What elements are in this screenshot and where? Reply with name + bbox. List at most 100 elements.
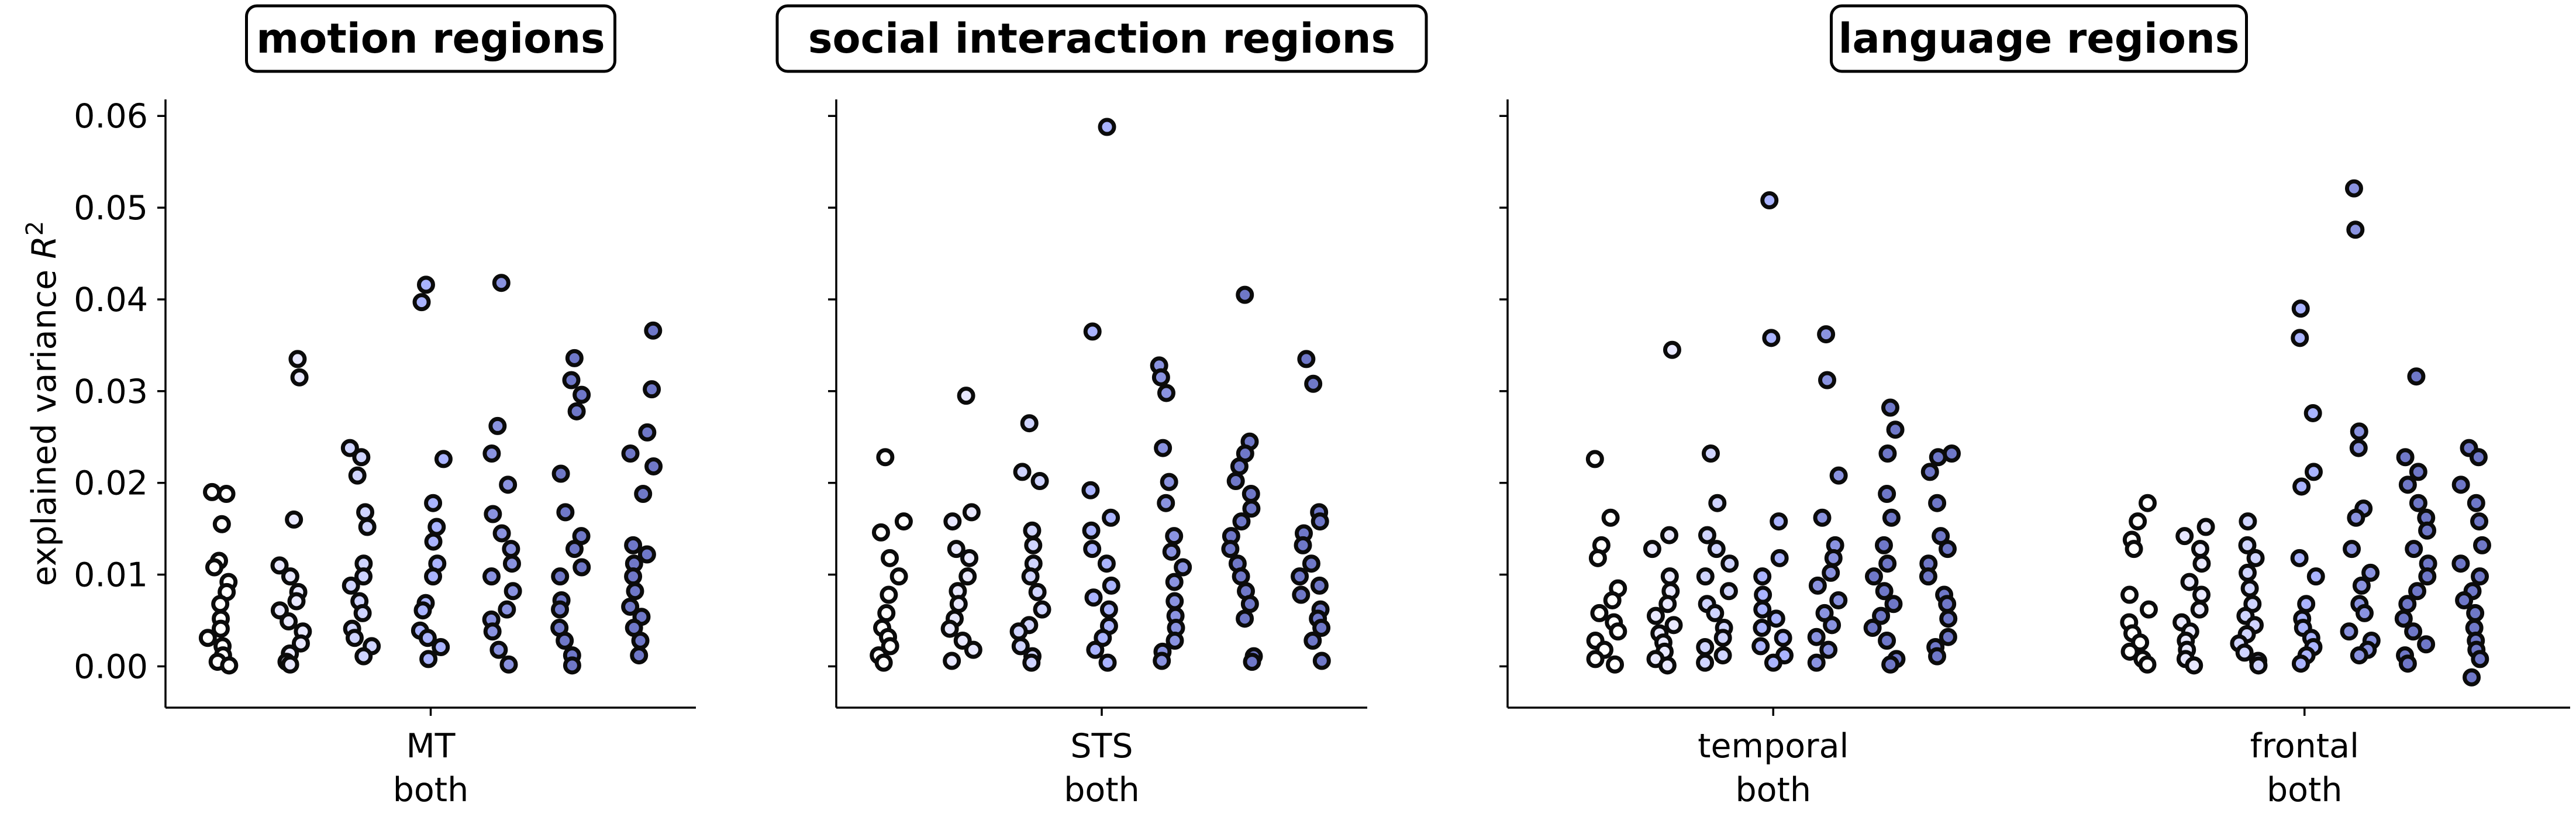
data-point bbox=[1310, 576, 1329, 595]
y-axis-label: explained variance R2 bbox=[22, 221, 64, 587]
panel-title-text: social interaction regions bbox=[808, 15, 1395, 63]
data-point bbox=[2190, 600, 2209, 619]
data-point bbox=[1660, 567, 1679, 586]
data-point bbox=[631, 631, 650, 650]
data-point bbox=[2352, 576, 2371, 595]
data-point bbox=[1022, 653, 1041, 672]
data-point bbox=[416, 275, 435, 294]
data-point bbox=[489, 640, 508, 659]
data-point bbox=[637, 545, 656, 564]
data-point bbox=[2350, 646, 2368, 665]
data-point bbox=[2405, 540, 2423, 559]
data-point bbox=[1102, 576, 1120, 595]
data-point bbox=[2463, 668, 2481, 687]
data-point bbox=[2138, 655, 2157, 674]
series-4 bbox=[2290, 299, 2325, 673]
data-point bbox=[498, 600, 516, 619]
data-point bbox=[2291, 654, 2310, 673]
series-1 bbox=[2120, 494, 2158, 674]
data-point bbox=[562, 371, 581, 389]
data-point bbox=[2409, 463, 2427, 481]
series-2 bbox=[2172, 518, 2215, 675]
data-point bbox=[2467, 494, 2485, 512]
data-point bbox=[1021, 567, 1040, 586]
data-point bbox=[2451, 554, 2470, 573]
data-point bbox=[940, 619, 959, 638]
data-point bbox=[2180, 573, 2199, 591]
data-point bbox=[1097, 554, 1116, 573]
data-point bbox=[492, 524, 511, 543]
data-point bbox=[1240, 595, 1259, 613]
data-point bbox=[352, 448, 371, 467]
data-point bbox=[1919, 567, 1937, 586]
data-point bbox=[285, 510, 304, 529]
data-point bbox=[2418, 521, 2437, 540]
data-point bbox=[880, 585, 898, 604]
data-point bbox=[1770, 549, 1789, 567]
data-point bbox=[2185, 656, 2203, 675]
data-point bbox=[556, 503, 575, 522]
data-point bbox=[211, 595, 230, 613]
x-tick-label-bottom: both bbox=[1064, 771, 1140, 809]
data-point bbox=[634, 485, 653, 504]
data-point bbox=[1162, 542, 1181, 561]
data-point bbox=[2409, 494, 2427, 512]
series-2 bbox=[270, 350, 312, 674]
data-point bbox=[2240, 579, 2259, 598]
data-point bbox=[2239, 563, 2257, 582]
data-point bbox=[573, 385, 591, 404]
data-point bbox=[2394, 609, 2413, 628]
data-point bbox=[551, 567, 570, 586]
data-point bbox=[624, 536, 643, 554]
series-3 bbox=[340, 439, 381, 666]
data-point bbox=[2239, 512, 2257, 531]
data-point bbox=[419, 650, 438, 668]
x-tick-label-top: frontal bbox=[2250, 727, 2359, 766]
data-point bbox=[1928, 647, 1947, 666]
data-point bbox=[424, 494, 443, 512]
data-point bbox=[1929, 448, 1947, 467]
data-point bbox=[354, 567, 373, 586]
data-point bbox=[290, 368, 309, 387]
data-point bbox=[1829, 591, 1848, 609]
data-point bbox=[1242, 499, 1261, 518]
data-point bbox=[2347, 508, 2365, 527]
data-point bbox=[2125, 540, 2143, 559]
data-point bbox=[353, 604, 372, 622]
data-point bbox=[1165, 631, 1184, 650]
data-point bbox=[1819, 640, 1838, 659]
data-point bbox=[499, 475, 518, 494]
y-tick-label: 0.04 bbox=[74, 281, 148, 319]
data-point bbox=[1767, 609, 1785, 628]
series-6 bbox=[2394, 367, 2437, 673]
data-point bbox=[1770, 512, 1788, 531]
data-point bbox=[217, 485, 236, 504]
data-point bbox=[1236, 609, 1254, 628]
data-point bbox=[1875, 582, 1894, 601]
data-point bbox=[212, 515, 231, 533]
data-point bbox=[1713, 629, 1732, 647]
panel-1: 0.00 0.01 0.02 0.03 0.04 0.05 0.06 motion regio… bbox=[74, 4, 696, 809]
data-point bbox=[551, 464, 570, 483]
series-6 bbox=[550, 349, 591, 675]
data-point bbox=[354, 647, 373, 666]
data-point bbox=[427, 518, 446, 536]
panel-title-box bbox=[245, 4, 616, 73]
data-point bbox=[281, 655, 299, 674]
data-point bbox=[1696, 637, 1715, 656]
data-point bbox=[2292, 477, 2311, 496]
data-point bbox=[2417, 635, 2436, 654]
data-point bbox=[1590, 604, 1609, 622]
data-point bbox=[1033, 600, 1051, 619]
data-point bbox=[270, 601, 289, 620]
data-point bbox=[958, 567, 977, 586]
data-point bbox=[1023, 521, 1042, 540]
data-point bbox=[2139, 600, 2158, 619]
series-5 bbox=[482, 274, 522, 674]
data-point bbox=[565, 540, 584, 559]
data-point bbox=[2408, 582, 2427, 601]
data-point bbox=[565, 349, 584, 367]
data-point bbox=[1664, 616, 1683, 635]
data-point bbox=[643, 380, 661, 399]
data-point bbox=[345, 629, 364, 647]
